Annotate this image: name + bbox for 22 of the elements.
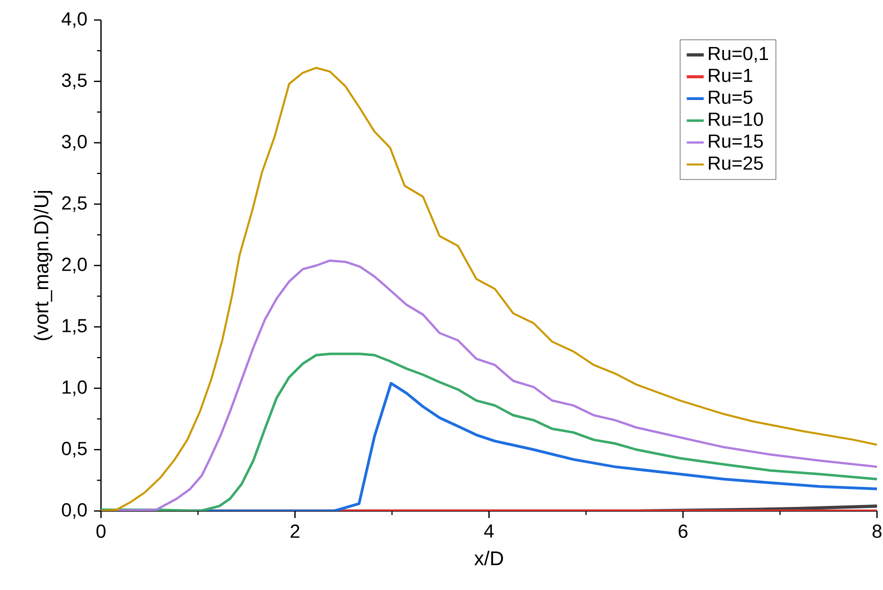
x-axis-title: x/D	[474, 550, 503, 566]
y-tick-label: 3,0	[62, 134, 87, 151]
legend-label: Ru=25	[708, 156, 763, 170]
y-tick-label: 2,5	[62, 196, 87, 212]
y-tick-label: 2,0	[62, 258, 87, 274]
x-tick-label: 8	[872, 524, 882, 538]
legend-label: Ru=15	[708, 134, 763, 148]
x-tick-label: 0	[96, 524, 106, 538]
y-tick-label: 3,5	[62, 74, 87, 90]
y-tick-label: 0,0	[62, 503, 87, 519]
y-tick-label: 0,5	[62, 442, 87, 458]
legend-label: Ru=1	[708, 68, 752, 82]
y-tick-label: 1,0	[62, 380, 87, 396]
legend-label: Ru=10	[708, 112, 763, 126]
y-tick-label: 1,5	[62, 319, 87, 335]
y-tick-label: 4,0	[62, 12, 87, 28]
x-tick-label: 2	[290, 524, 300, 538]
legend-label: Ru=0,1	[708, 46, 768, 62]
x-tick-label: 4	[484, 524, 494, 538]
legend-label: Ru=5	[708, 90, 752, 104]
x-tick-label: 6	[678, 524, 688, 538]
y-axis-title: (vort_magn.D)/Uj	[34, 191, 52, 340]
